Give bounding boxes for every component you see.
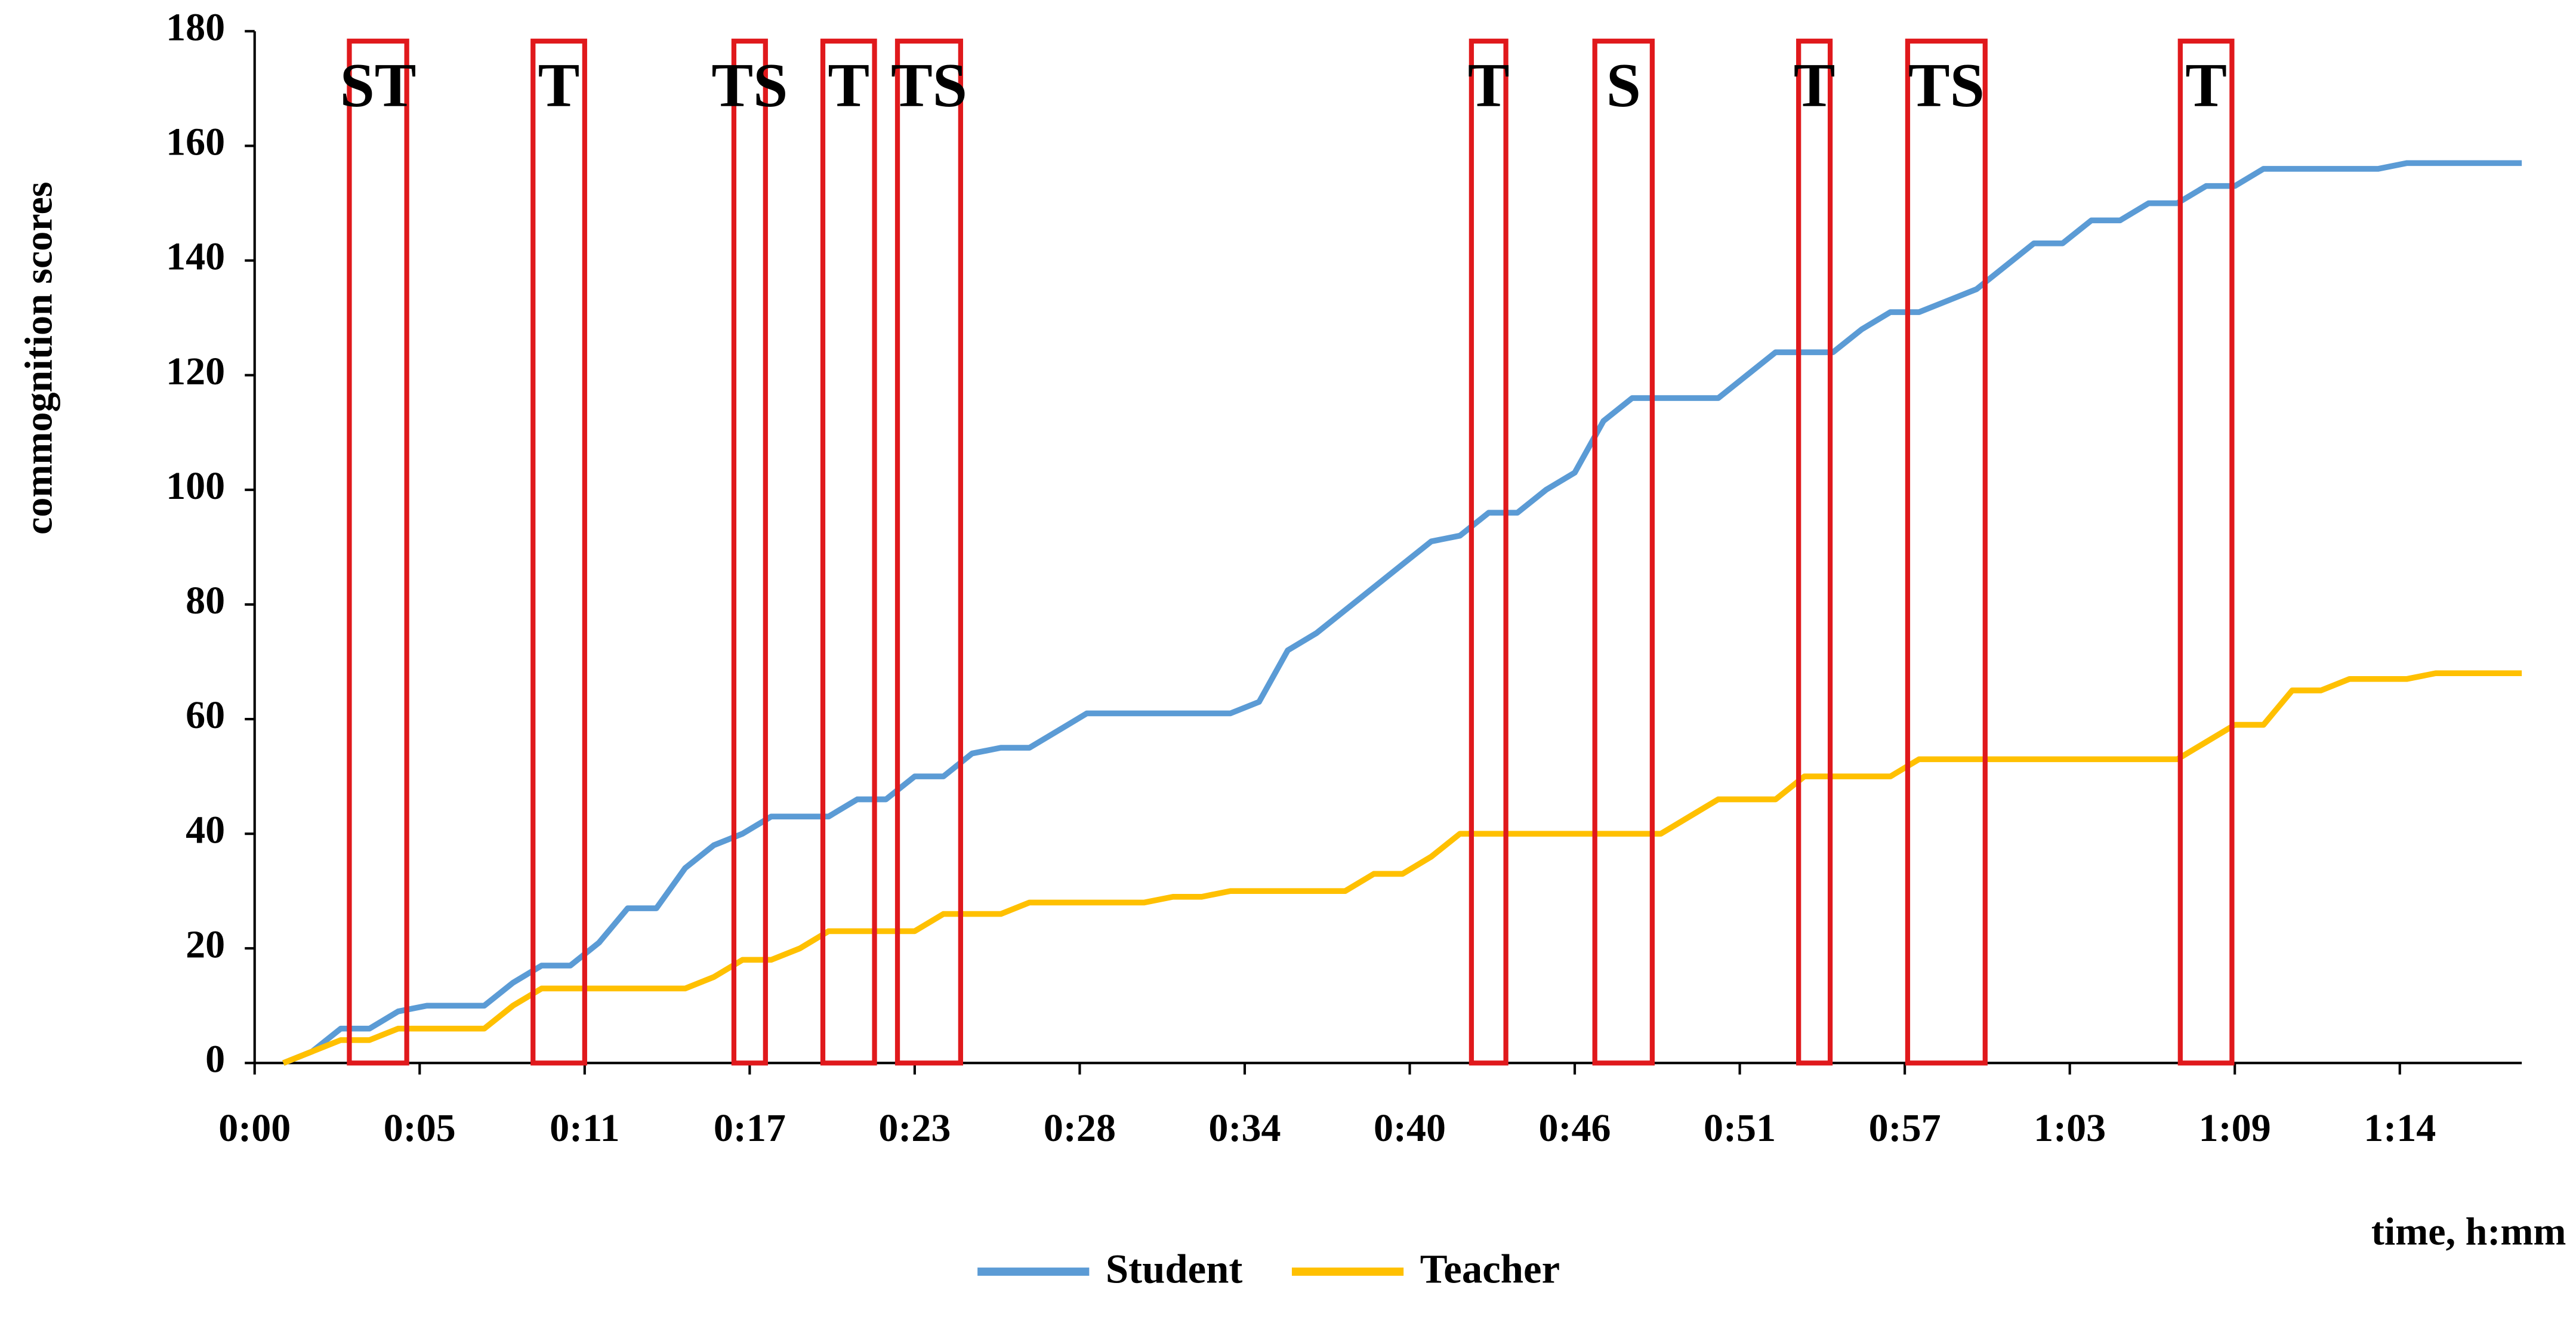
y-tick-label: 160 — [166, 121, 225, 164]
y-tick-label: 0 — [205, 1038, 225, 1081]
annotation-label: TS — [891, 51, 967, 120]
x-tick-label: 0:17 — [714, 1106, 786, 1150]
x-tick-label: 1:03 — [2034, 1106, 2106, 1150]
annotation-label: TS — [1908, 51, 1985, 120]
x-tick-label: 0:51 — [1704, 1106, 1776, 1150]
x-tick-label: 0:11 — [550, 1106, 619, 1150]
x-tick-label: 0:28 — [1044, 1106, 1116, 1150]
x-tick-label: 0:00 — [218, 1106, 291, 1150]
x-tick-label: 0:05 — [384, 1106, 456, 1150]
y-tick-label: 120 — [166, 350, 225, 393]
y-tick-label: 20 — [186, 923, 225, 966]
annotation-label: TS — [711, 51, 788, 120]
y-tick-label: 140 — [166, 235, 225, 279]
annotation-box — [820, 38, 877, 1066]
x-tick-label: 0:40 — [1374, 1106, 1446, 1150]
x-tick-label: 0:34 — [1208, 1106, 1281, 1150]
annotation-label: T — [2185, 51, 2227, 120]
annotation-box — [347, 38, 409, 1066]
y-tick-label: 80 — [186, 579, 225, 622]
y-tick-label: 40 — [186, 808, 225, 852]
x-tick-label: 0:57 — [1869, 1106, 1941, 1150]
x-tick-label: 0:23 — [878, 1106, 951, 1150]
annotation-box — [1592, 38, 1655, 1066]
annotation-label: ST — [340, 51, 417, 120]
legend-label: Student — [1106, 1247, 1243, 1292]
annotation-label: T — [828, 51, 869, 120]
y-tick-label: 60 — [186, 693, 225, 737]
x-tick-label: 1:14 — [2364, 1106, 2436, 1150]
annotation-box — [1905, 38, 1988, 1066]
x-axis-label: time, h:mm — [2371, 1210, 2566, 1254]
data-line — [282, 160, 2522, 1066]
y-tick-label: 100 — [166, 464, 225, 508]
annotation-box — [731, 38, 768, 1066]
annotation-box — [2177, 38, 2235, 1066]
x-tick-label: 1:09 — [2199, 1106, 2271, 1150]
annotation-box — [1796, 38, 1833, 1066]
annotation-box — [530, 38, 587, 1066]
annotation-label: T — [538, 51, 580, 120]
data-line — [282, 670, 2522, 1066]
y-axis-label: commognition scores — [17, 182, 61, 535]
y-tick-label: 180 — [166, 6, 225, 50]
annotation-box — [1469, 38, 1508, 1066]
annotation-label: T — [1794, 51, 1835, 120]
legend-label: Teacher — [1420, 1247, 1560, 1292]
annotation-label: S — [1606, 51, 1641, 120]
annotation-label: T — [1468, 51, 1510, 120]
x-tick-label: 0:46 — [1539, 1106, 1611, 1150]
annotation-box — [894, 38, 963, 1066]
